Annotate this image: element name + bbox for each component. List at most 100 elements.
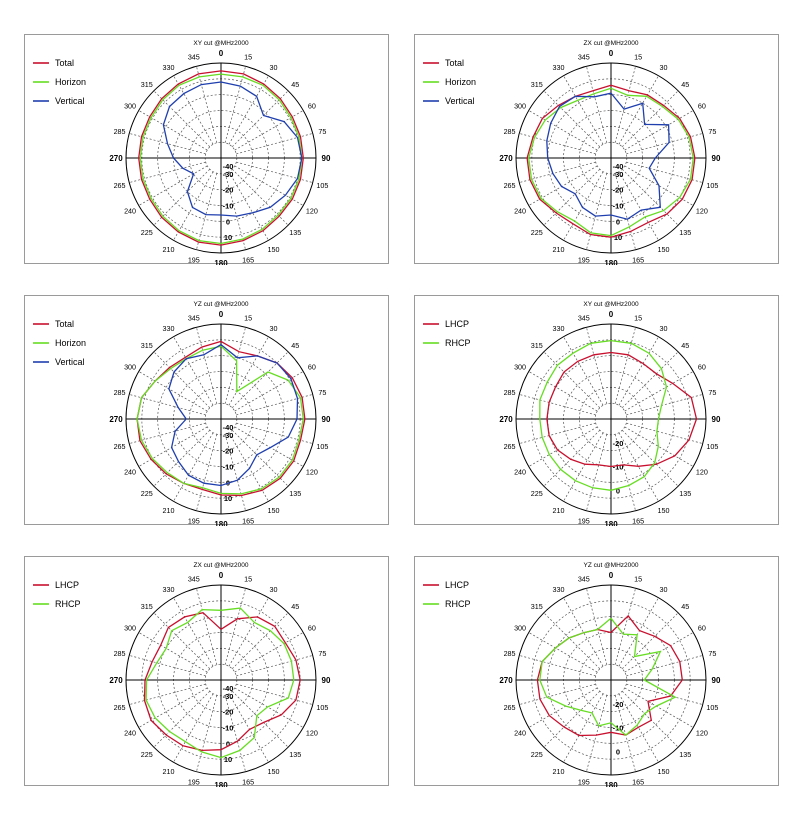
grid-spoke — [614, 695, 636, 772]
angle-tick-label: 225 — [531, 489, 543, 498]
angle-tick-label: 30 — [270, 324, 278, 333]
angle-tick-label: 105 — [706, 181, 718, 190]
grid-spoke — [153, 429, 211, 487]
angle-tick-label: 165 — [632, 516, 644, 525]
grid-spoke — [624, 371, 694, 412]
angle-tick-label: 75 — [708, 649, 716, 658]
grid-spoke — [519, 133, 596, 155]
angle-tick-label: 270 — [109, 415, 123, 424]
legend-label: RHCP — [445, 599, 471, 609]
ring-value-label: -40 — [613, 162, 624, 171]
grid-spoke — [621, 612, 679, 670]
grid-spoke — [231, 90, 289, 148]
ring-value-label: -10 — [223, 202, 234, 211]
angle-tick-label: 180 — [214, 259, 228, 265]
angle-tick-label: 195 — [188, 255, 200, 264]
angle-tick-label: 180 — [604, 259, 618, 265]
angle-tick-label: 300 — [514, 363, 526, 372]
grid-spoke — [173, 75, 214, 145]
angle-tick-label: 210 — [163, 245, 175, 254]
ring-value-label: -30 — [613, 170, 624, 179]
grid-spoke — [586, 327, 608, 404]
angle-tick-label: 270 — [499, 154, 513, 163]
polar-chart-zx-total: ZX cut @MHz2000 0 15 30 45 60 75 90 105 120 135 150… — [423, 40, 721, 265]
series-line-vertical — [546, 92, 670, 220]
series-line-horizon — [528, 87, 694, 237]
angle-tick-label: 345 — [188, 53, 200, 62]
grid-spoke — [173, 336, 214, 406]
angle-tick-label: 45 — [681, 341, 689, 350]
angle-tick-label: 75 — [318, 127, 326, 136]
grid-spoke — [153, 168, 211, 226]
grid-spoke — [624, 110, 694, 151]
angle-tick-label: 165 — [242, 255, 254, 264]
chart-title: YZ cut @MHz2000 — [193, 301, 248, 308]
angle-tick-label: 195 — [578, 777, 590, 786]
angle-tick-label: 285 — [504, 127, 516, 136]
angle-tick-label: 120 — [696, 729, 708, 738]
angle-tick-label: 285 — [114, 127, 126, 136]
angle-tick-label: 270 — [109, 676, 123, 685]
grid-spoke — [621, 429, 679, 487]
grid-spoke — [196, 327, 218, 404]
angle-tick-label: 240 — [514, 468, 526, 477]
angle-tick-label: 15 — [634, 314, 642, 323]
angle-tick-label: 315 — [531, 80, 543, 89]
angle-tick-label: 270 — [499, 415, 513, 424]
grid-spoke — [618, 693, 659, 763]
grid-spoke — [519, 422, 596, 444]
angle-tick-label: 75 — [708, 388, 716, 397]
grid-spoke — [231, 351, 289, 409]
grid-spoke — [234, 632, 304, 673]
angle-tick-label: 135 — [289, 750, 301, 759]
ring-value-label: -20 — [613, 186, 624, 195]
grid-spoke — [196, 588, 218, 665]
grid-spoke — [224, 434, 246, 511]
ring-value-label: -10 — [223, 724, 234, 733]
angle-tick-label: 195 — [578, 516, 590, 525]
angle-tick-label: 330 — [163, 324, 175, 333]
angle-tick-label: 105 — [706, 442, 718, 451]
chart-panel-xy-total: XY cut @MHz2000 0 15 30 45 60 75 90 105 120 135 150… — [24, 34, 389, 265]
grid-spoke — [196, 695, 218, 772]
angle-tick-label: 195 — [188, 516, 200, 525]
angle-tick-label: 240 — [514, 207, 526, 216]
angle-tick-label: 150 — [268, 245, 280, 254]
angle-tick-label: 135 — [679, 750, 691, 759]
chart-title: XY cut @MHz2000 — [193, 40, 249, 47]
series-line-horizon — [136, 345, 304, 495]
angle-tick-label: 210 — [553, 245, 565, 254]
angle-tick-label: 225 — [141, 750, 153, 759]
angle-tick-label: 0 — [219, 571, 224, 580]
grid-spoke — [231, 690, 289, 748]
angle-tick-label: 195 — [578, 255, 590, 264]
ring-value-label: -30 — [223, 431, 234, 440]
grid-spoke — [543, 168, 601, 226]
grid-spoke — [153, 351, 211, 409]
angle-tick-label: 135 — [289, 228, 301, 237]
angle-tick-label: 75 — [318, 388, 326, 397]
grid-spoke — [621, 168, 679, 226]
angle-tick-label: 345 — [188, 314, 200, 323]
angle-tick-label: 265 — [114, 703, 126, 712]
chart-panel-xy-cp: XY cut @MHz2000 0 15 30 45 60 75 90 105 120 135 150… — [414, 295, 779, 526]
angle-tick-label: 0 — [219, 49, 224, 58]
ring-value-label: -40 — [223, 162, 234, 171]
angle-tick-label: 300 — [124, 102, 136, 111]
angle-tick-label: 105 — [706, 703, 718, 712]
grid-spoke — [224, 173, 246, 250]
angle-tick-label: 270 — [109, 154, 123, 163]
ring-value-label: -10 — [223, 463, 234, 472]
grid-spoke — [618, 597, 659, 667]
angle-tick-label: 265 — [504, 442, 516, 451]
series-line-lhcp — [536, 614, 683, 737]
grid-spoke — [586, 695, 608, 772]
angle-tick-label: 0 — [609, 49, 614, 58]
grid-spoke — [626, 655, 703, 677]
polar-chart-yz-total: YZ cut @MHz2000 0 15 30 45 60 75 90 105 120 135 150… — [33, 301, 331, 526]
angle-tick-label: 45 — [291, 602, 299, 611]
grid-spoke — [614, 66, 636, 143]
angle-tick-label: 90 — [322, 415, 331, 424]
angle-tick-label: 135 — [679, 228, 691, 237]
ring-value-label: -20 — [613, 439, 624, 448]
